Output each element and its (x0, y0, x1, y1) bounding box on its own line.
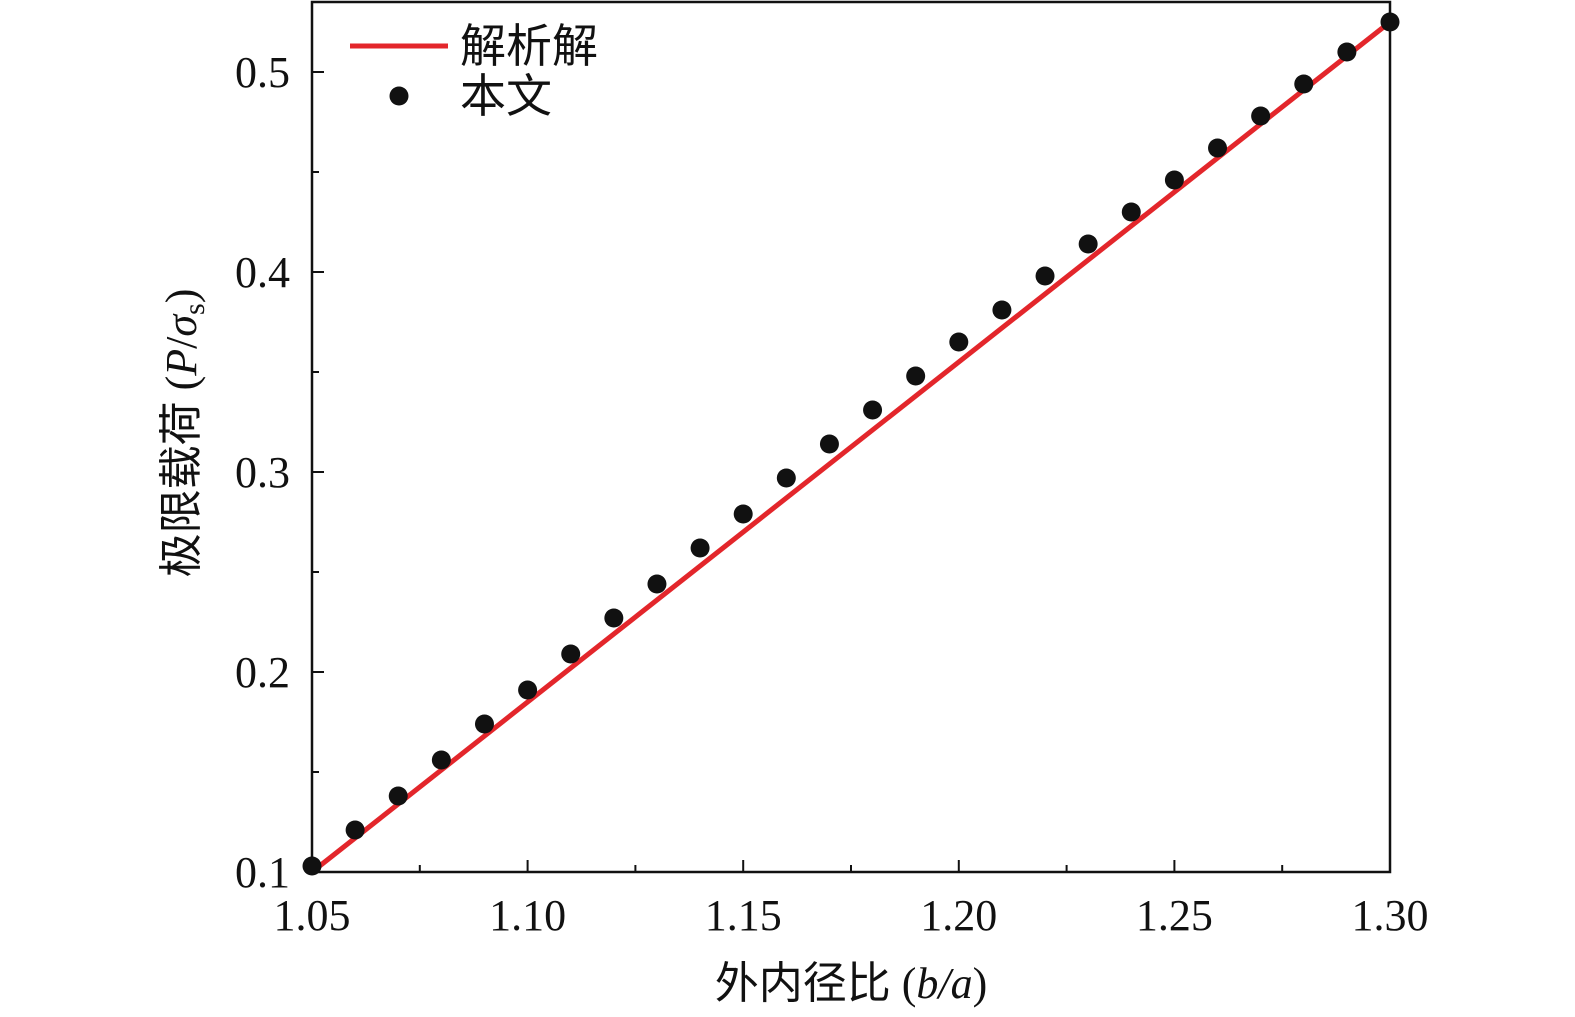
data-point (1078, 234, 1098, 254)
data-point (992, 300, 1012, 320)
data-point (647, 574, 667, 594)
legend-label-analytic: 解析解 (460, 21, 598, 72)
data-point (1164, 170, 1184, 190)
series-line-analytic (310, 20, 1392, 874)
y-tick-label: 0.5 (235, 48, 290, 97)
data-point (1380, 12, 1400, 32)
data-point (474, 714, 494, 734)
data-point (604, 608, 624, 628)
y-axis-title-prefix: 极限载荷 ( (157, 376, 206, 578)
y-axis-title-subscript: s (178, 303, 211, 315)
data-point (1208, 138, 1228, 158)
data-point (1251, 106, 1271, 126)
data-point (690, 538, 710, 558)
data-point (1035, 266, 1055, 286)
series-layer (302, 12, 1400, 876)
data-point (819, 434, 839, 454)
data-point (431, 750, 451, 770)
y-axis-title-sigma: σ (157, 313, 206, 337)
y-tick-label: 0.1 (235, 848, 290, 897)
y-axis-title-slash: / (157, 336, 206, 349)
x-axis-title: 外内径比 (b/a) (715, 959, 988, 1008)
legend-marker-swatch (389, 86, 409, 106)
data-point (1121, 202, 1141, 222)
x-tick-label: 1.15 (705, 891, 782, 940)
data-point (1294, 74, 1314, 94)
data-point (863, 400, 883, 420)
data-point (518, 680, 538, 700)
y-axis-title-variable: P (157, 349, 206, 377)
x-tick-label: 1.20 (920, 891, 997, 940)
y-axis-title: 极限载荷 (P/σs) (157, 289, 211, 578)
x-axis-title-variable: b/a (916, 959, 972, 1008)
data-point (733, 504, 753, 524)
data-point (345, 820, 365, 840)
data-point (906, 366, 926, 386)
data-point (776, 468, 796, 488)
x-tick-label: 1.30 (1352, 891, 1429, 940)
x-tick-label: 1.05 (274, 891, 351, 940)
data-point (1337, 42, 1357, 62)
y-tick-label: 0.4 (235, 248, 290, 297)
axis-ticks: 1.05 1.10 1.15 1.20 1.25 1.30 0.1 0.2 0.3 0.4 0.5 (235, 48, 1429, 940)
x-tick-label: 1.25 (1136, 891, 1213, 940)
y-axis-title-suffix: ) (157, 289, 206, 304)
x-tick-label: 1.10 (489, 891, 566, 940)
data-point (949, 332, 969, 352)
data-point (302, 856, 322, 876)
legend-label-this-work: 本文 (460, 71, 552, 122)
data-point (561, 644, 581, 664)
y-tick-label: 0.2 (235, 648, 290, 697)
y-tick-label: 0.3 (235, 448, 290, 497)
x-axis-title-suffix: ) (973, 959, 988, 1008)
data-point (388, 786, 408, 806)
x-axis-title-prefix: 外内径比 ( (715, 959, 917, 1008)
